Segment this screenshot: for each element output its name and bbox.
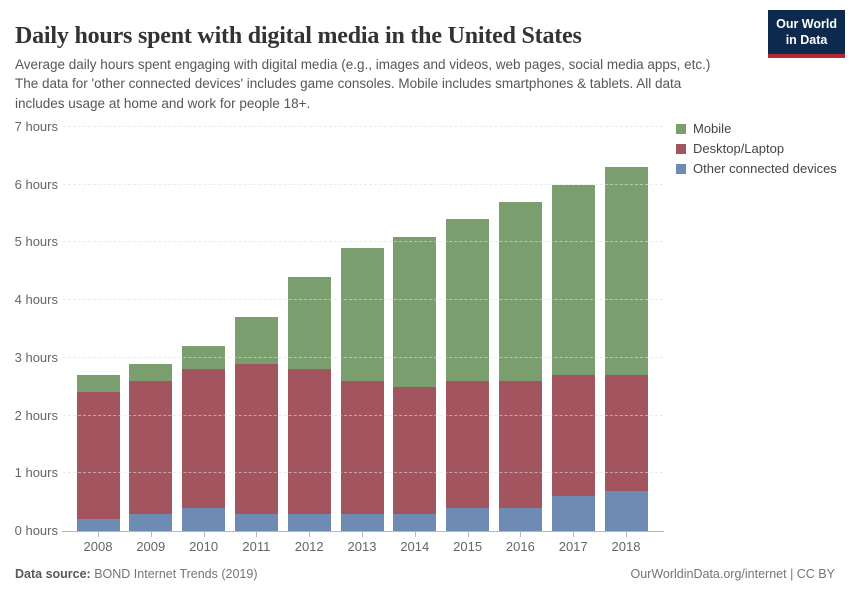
y-axis-label-0: 0 hours xyxy=(14,523,58,538)
x-axis-tick-2011 xyxy=(256,532,258,537)
bar-2015-desktop-laptop[interactable] xyxy=(446,380,490,508)
bar-2008-mobile[interactable] xyxy=(76,375,120,393)
bar-2018-mobile[interactable] xyxy=(604,167,648,376)
legend-swatch-other-connected-devices xyxy=(676,163,686,174)
bar-2010-mobile[interactable] xyxy=(182,346,226,370)
x-axis-tick-2018 xyxy=(626,532,627,537)
credit-link[interactable]: OurWorldinData.org/internet | CC BY xyxy=(630,567,836,581)
data-source: Data source: BOND Internet Trends (2019) xyxy=(15,567,258,581)
bar-2017-other-connected-devices[interactable] xyxy=(551,496,595,531)
bar-2011-other-connected-devices[interactable] xyxy=(234,513,278,531)
bar-2012-desktop-laptop[interactable] xyxy=(287,369,331,514)
y-axis-label-1: 1 hours xyxy=(14,465,58,481)
data-source-label: Data source: xyxy=(15,567,91,581)
bar-2016-mobile[interactable] xyxy=(498,202,542,381)
x-axis-label-2015: 2015 xyxy=(453,539,483,554)
x-axis-label-2014: 2014 xyxy=(400,539,430,554)
bar-2011-desktop-laptop[interactable] xyxy=(234,363,278,514)
gridline-6h xyxy=(63,183,663,185)
legend-item-mobile[interactable]: Mobile xyxy=(676,121,837,136)
gridline-overlay-5h xyxy=(63,241,663,243)
legend-item-desktop-laptop[interactable]: Desktop/Laptop xyxy=(676,141,837,156)
bar-2008-desktop-laptop[interactable] xyxy=(76,392,120,520)
gridline-overlay-6h xyxy=(63,183,663,185)
bar-2015-mobile[interactable] xyxy=(446,219,490,381)
x-axis-label-2011: 2011 xyxy=(242,539,271,554)
y-axis-label-5: 5 hours xyxy=(14,234,58,250)
x-axis-label-2009: 2009 xyxy=(136,539,166,554)
x-axis-label-2013: 2013 xyxy=(347,539,377,554)
gridline-overlay-7h xyxy=(63,126,663,127)
bar-2012-other-connected-devices[interactable] xyxy=(287,513,331,531)
bar-2014-mobile[interactable] xyxy=(393,236,437,387)
bar-2013-mobile[interactable] xyxy=(340,248,384,381)
bar-2008-other-connected-devices[interactable] xyxy=(76,519,120,531)
gridline-5h xyxy=(63,241,663,243)
gridline-overlay-1h xyxy=(63,472,663,474)
x-axis-tick-2014 xyxy=(414,532,416,537)
x-axis-tick-2009 xyxy=(150,532,152,537)
bar-2012-mobile[interactable] xyxy=(287,277,331,370)
x-axis-tick-2008 xyxy=(98,532,99,537)
x-axis-tick-2013 xyxy=(362,532,363,537)
data-source-value: BOND Internet Trends (2019) xyxy=(94,567,258,581)
gridline-7h xyxy=(63,126,663,127)
bar-2017-mobile[interactable] xyxy=(551,184,595,376)
y-axis-label-4: 4 hours xyxy=(14,292,58,308)
x-axis-label-2010: 2010 xyxy=(189,539,219,554)
legend-swatch-mobile xyxy=(676,123,686,134)
y-axis-label-7: 7 hours xyxy=(14,119,58,134)
chart-title: Daily hours spent with digital media in … xyxy=(15,23,582,50)
gridline-overlay-2h xyxy=(63,414,663,416)
bar-2010-desktop-laptop[interactable] xyxy=(182,369,226,508)
bar-2018-other-connected-devices[interactable] xyxy=(604,490,648,531)
x-axis-label-2012: 2012 xyxy=(294,539,324,554)
bar-2015-other-connected-devices[interactable] xyxy=(446,507,490,531)
bar-2017-desktop-laptop[interactable] xyxy=(551,375,595,497)
x-axis-label-2008: 2008 xyxy=(83,539,113,554)
x-axis-tick-2010 xyxy=(203,532,205,537)
chart-subtitle: Average daily hours spent engaging with … xyxy=(15,57,711,111)
legend: Mobile Desktop/Laptop Other connected devi… xyxy=(676,121,837,181)
owid-logo-line2: in Data xyxy=(785,33,828,48)
x-axis-line xyxy=(62,531,664,532)
bar-2018-desktop-laptop[interactable] xyxy=(604,375,648,491)
owid-logo-line1: Our World xyxy=(776,17,837,31)
chart-footer: Data source: BOND Internet Trends (2019)… xyxy=(15,567,835,581)
legend-label-mobile: Mobile xyxy=(693,121,732,136)
bar-2013-desktop-laptop[interactable] xyxy=(340,380,384,514)
bar-2009-mobile[interactable] xyxy=(129,363,173,381)
x-axis-label-2018: 2018 xyxy=(611,539,641,554)
bar-2011-mobile[interactable] xyxy=(234,317,278,364)
x-axis-label-2017: 2017 xyxy=(558,539,588,554)
y-axis-label-2: 2 hours xyxy=(14,407,58,423)
bar-2009-other-connected-devices[interactable] xyxy=(129,513,173,531)
bar-2013-other-connected-devices[interactable] xyxy=(340,513,384,531)
legend-label-desktop-laptop: Desktop/Laptop xyxy=(693,141,785,156)
x-axis-tick-2012 xyxy=(309,532,311,537)
bar-2016-desktop-laptop[interactable] xyxy=(498,380,542,508)
gridline-overlay-4h xyxy=(63,299,663,301)
legend-item-other-connected-devices[interactable]: Other connected devices xyxy=(676,161,837,176)
owid-logo[interactable]: Our World in Data xyxy=(768,10,845,58)
bar-2014-desktop-laptop[interactable] xyxy=(393,386,437,514)
bar-2010-other-connected-devices[interactable] xyxy=(182,507,226,531)
y-axis-label-3: 3 hours xyxy=(14,349,58,365)
x-axis-label-2016: 2016 xyxy=(505,539,535,554)
x-axis-tick-2015 xyxy=(467,532,469,537)
bar-2014-other-connected-devices[interactable] xyxy=(393,513,437,531)
gridline-overlay-3h xyxy=(63,356,663,358)
x-axis-tick-2017 xyxy=(573,532,575,537)
bar-2016-other-connected-devices[interactable] xyxy=(498,507,542,531)
legend-swatch-desktop-laptop xyxy=(676,143,686,154)
bar-2009-desktop-laptop[interactable] xyxy=(129,380,173,514)
x-axis-tick-2016 xyxy=(520,532,522,537)
legend-label-other-connected-devices: Other connected devices xyxy=(693,161,837,176)
y-axis-label-6: 6 hours xyxy=(14,176,58,192)
